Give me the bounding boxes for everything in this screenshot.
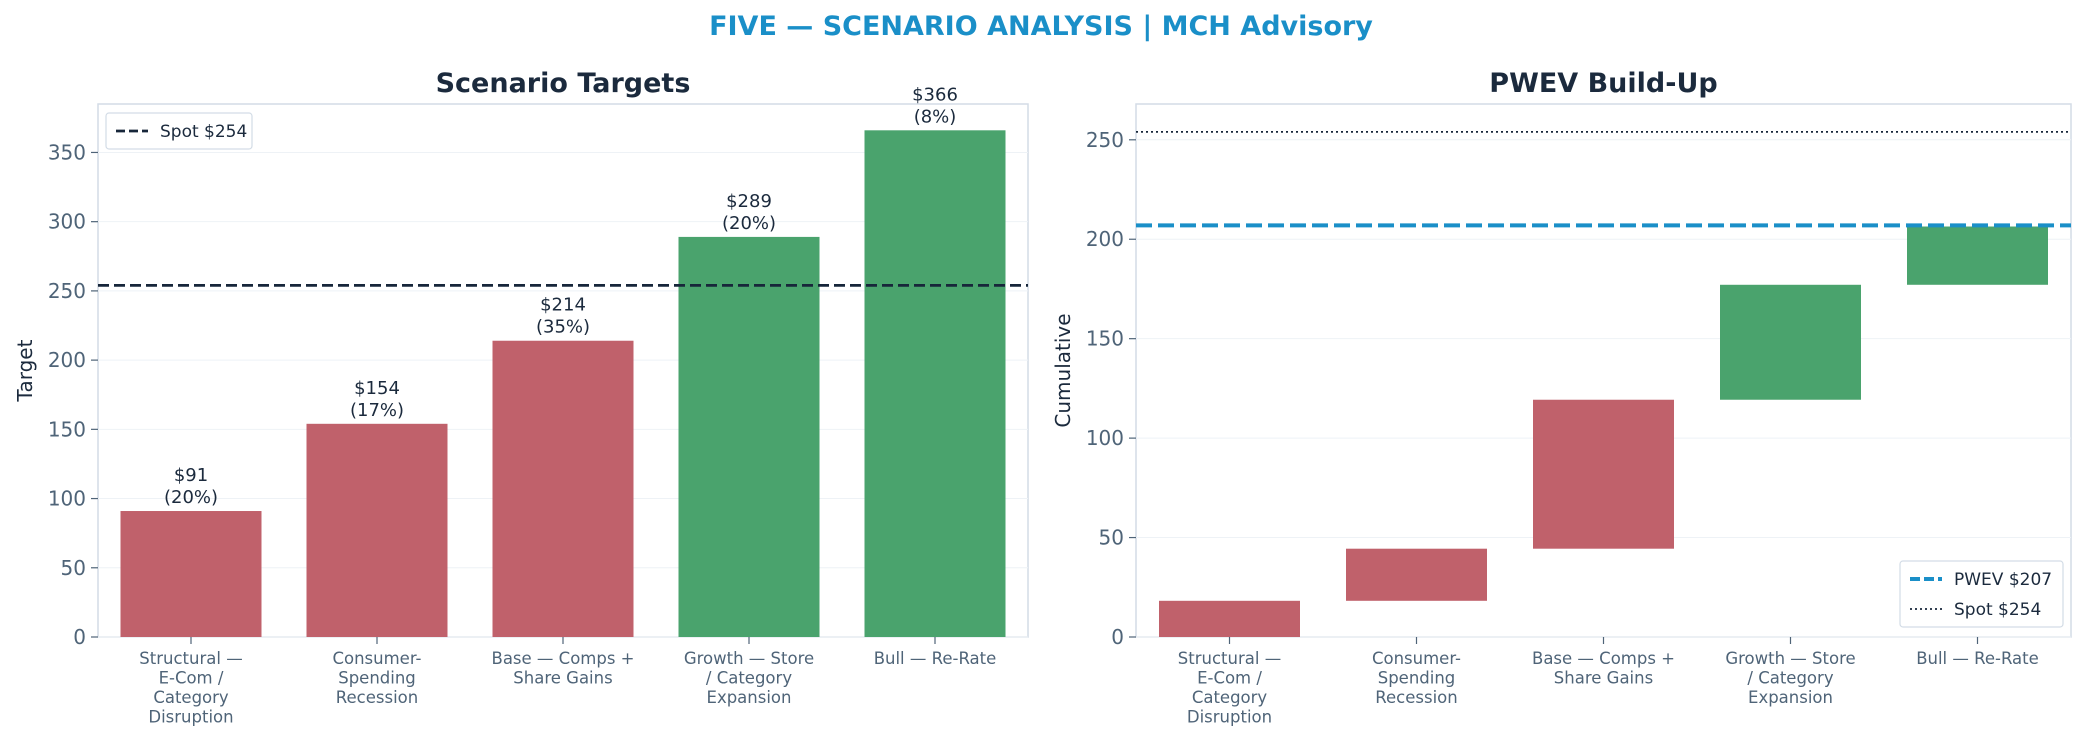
bar (1533, 399, 1674, 549)
x-tick-label: Spending (1378, 669, 1456, 688)
y-tick-label: 100 (1086, 426, 1124, 450)
x-tick-label: Bull — Re-Rate (1916, 649, 2039, 668)
legend: PWEV $207 Spot $254 (1899, 560, 2064, 628)
bar-data-label: $289 (726, 191, 772, 212)
y-tick-label: 50 (1099, 526, 1124, 550)
x-tick-label: Disruption (148, 708, 233, 727)
bar (1346, 548, 1487, 601)
chart-title: PWEV Build-Up (1489, 68, 1717, 99)
y-tick-label: 100 (48, 487, 86, 511)
x-tick-label: Category (153, 688, 229, 707)
bar (864, 130, 1006, 637)
legend-label: Spot $254 (160, 122, 247, 142)
bar-data-label: $91 (174, 465, 208, 486)
x-tick-label: Expansion (707, 688, 792, 707)
bar-data-label: $214 (540, 295, 586, 316)
bar (1907, 226, 2048, 285)
x-tick-label: Consumer- (1372, 649, 1461, 668)
x-tick-label: Share Gains (1554, 669, 1653, 688)
y-tick-label: 250 (1086, 128, 1124, 152)
x-tick-label: Base — Comps + (1532, 649, 1675, 668)
pwev-buildup-chart: 0 50 100 150 200 250 PWEV Build-Up Cumulative St… (1051, 68, 2072, 727)
y-axis-label: Target (13, 339, 37, 402)
y-tick-label: 200 (1086, 227, 1124, 251)
x-tick-label: Bull — Re-Rate (874, 649, 997, 668)
y-tick-label: 200 (48, 348, 86, 372)
x-tick-label: Structural — (1178, 649, 1281, 668)
bar-data-label: (20%) (722, 213, 776, 234)
y-tick-label: 150 (48, 417, 86, 441)
x-tick-label: Structural — (139, 649, 242, 668)
x-tick-label: Recession (1375, 688, 1457, 707)
scenario-targets-chart: 0 50 100 150 200 250 300 350 Scenario Targets Tar… (13, 68, 1029, 727)
x-tick-label: E-Com / (1197, 669, 1262, 688)
x-tick-label: Category (1192, 688, 1268, 707)
bar (1720, 284, 1861, 400)
x-tick-label: Consumer- (332, 649, 421, 668)
bar (306, 423, 448, 637)
legend-label: PWEV $207 (1954, 570, 2052, 590)
bar-data-label: $366 (912, 84, 958, 105)
x-tick-label: Expansion (1748, 688, 1833, 707)
bar-data-label: (8%) (914, 106, 957, 127)
x-tick-label: / Category (706, 669, 792, 688)
x-tick-label: Share Gains (513, 669, 612, 688)
legend: Spot $254 (105, 112, 253, 150)
x-tick-label: E-Com / (159, 669, 224, 688)
figure-title: FIVE — SCENARIO ANALYSIS | MCH Advisory (709, 11, 1373, 42)
bar-data-label: (35%) (536, 317, 590, 338)
y-tick-label: 150 (1086, 327, 1124, 351)
y-tick-label: 0 (73, 625, 86, 649)
y-tick-label: 50 (61, 556, 86, 580)
bar (492, 340, 634, 637)
bar-data-label: (17%) (350, 400, 404, 421)
x-tick-label: Growth — Store (684, 649, 814, 668)
y-tick-label: 300 (48, 210, 86, 234)
plot-area (1135, 103, 2072, 638)
y-tick-label: 0 (1111, 625, 1124, 649)
x-tick-label: Spending (338, 669, 416, 688)
legend-box (105, 112, 253, 150)
x-tick-label: / Category (1747, 669, 1833, 688)
bar (1159, 600, 1300, 637)
x-tick-label: Disruption (1187, 708, 1272, 727)
x-tick-label: Recession (336, 688, 418, 707)
y-tick-label: 250 (48, 279, 86, 303)
y-axis-label: Cumulative (1051, 313, 1075, 427)
bar (678, 236, 820, 637)
chart-title: Scenario Targets (436, 68, 691, 99)
bar (120, 511, 262, 637)
bar-data-label: (20%) (164, 487, 218, 508)
legend-label: Spot $254 (1954, 600, 2041, 620)
x-tick-label: Base — Comps + (492, 649, 635, 668)
bar-data-label: $154 (354, 378, 400, 399)
y-tick-label: 350 (48, 140, 86, 164)
x-tick-label: Growth — Store (1725, 649, 1855, 668)
